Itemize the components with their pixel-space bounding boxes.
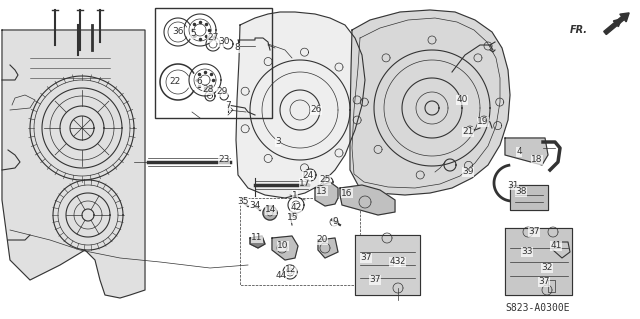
Text: 43: 43 <box>389 257 401 266</box>
Text: 27: 27 <box>207 33 219 42</box>
Polygon shape <box>315 182 338 206</box>
Text: 36: 36 <box>172 27 184 36</box>
Text: 26: 26 <box>310 106 322 115</box>
Bar <box>155 8 272 118</box>
Text: 10: 10 <box>277 241 289 250</box>
Text: 32: 32 <box>541 263 553 272</box>
Text: 3: 3 <box>275 137 281 146</box>
Text: 37: 37 <box>528 227 540 236</box>
Polygon shape <box>2 30 145 298</box>
Text: 38: 38 <box>515 188 527 197</box>
Text: 18: 18 <box>531 155 543 165</box>
Polygon shape <box>505 138 548 165</box>
Text: 39: 39 <box>462 167 474 176</box>
Text: 40: 40 <box>456 95 468 105</box>
Text: 34: 34 <box>250 201 260 210</box>
Text: 24: 24 <box>302 170 314 180</box>
Polygon shape <box>250 236 265 248</box>
Text: 25: 25 <box>319 175 331 184</box>
Text: 32: 32 <box>394 257 406 266</box>
Text: 44: 44 <box>275 271 287 280</box>
Text: 4: 4 <box>516 147 522 157</box>
Text: 8: 8 <box>234 43 240 53</box>
Polygon shape <box>505 228 572 295</box>
Text: 35: 35 <box>237 197 249 205</box>
Text: 33: 33 <box>521 248 532 256</box>
Text: 7: 7 <box>225 101 231 110</box>
Text: 41: 41 <box>550 241 562 250</box>
Text: 20: 20 <box>316 235 328 244</box>
Text: 13: 13 <box>316 187 328 196</box>
Polygon shape <box>236 12 365 198</box>
Text: 17: 17 <box>300 179 311 188</box>
Polygon shape <box>340 185 395 215</box>
Text: 37: 37 <box>538 278 550 286</box>
Text: 11: 11 <box>252 234 263 242</box>
Text: 16: 16 <box>341 189 353 197</box>
Text: 19: 19 <box>477 117 489 127</box>
Text: 29: 29 <box>216 87 228 97</box>
Text: 30: 30 <box>218 38 230 47</box>
Polygon shape <box>510 185 548 210</box>
Text: 37: 37 <box>369 276 381 285</box>
Text: 5: 5 <box>190 29 196 39</box>
Text: S823-A0300E: S823-A0300E <box>506 303 570 313</box>
Text: 22: 22 <box>170 78 180 86</box>
Text: 15: 15 <box>287 213 299 222</box>
Polygon shape <box>355 235 420 295</box>
Polygon shape <box>350 10 510 195</box>
Text: 42: 42 <box>291 204 301 212</box>
FancyArrow shape <box>604 13 629 34</box>
Text: 1: 1 <box>292 190 298 199</box>
Text: 37: 37 <box>360 254 372 263</box>
Text: 23: 23 <box>218 155 230 165</box>
Polygon shape <box>272 236 298 260</box>
Text: 9: 9 <box>332 218 338 226</box>
Polygon shape <box>318 238 338 258</box>
Text: 28: 28 <box>202 85 214 94</box>
Text: 14: 14 <box>266 205 276 214</box>
Text: 12: 12 <box>285 265 297 275</box>
Text: 6: 6 <box>196 78 202 86</box>
Text: FR.: FR. <box>570 25 588 35</box>
Text: 21: 21 <box>462 128 474 137</box>
Text: 31: 31 <box>508 181 519 189</box>
Polygon shape <box>263 206 277 220</box>
